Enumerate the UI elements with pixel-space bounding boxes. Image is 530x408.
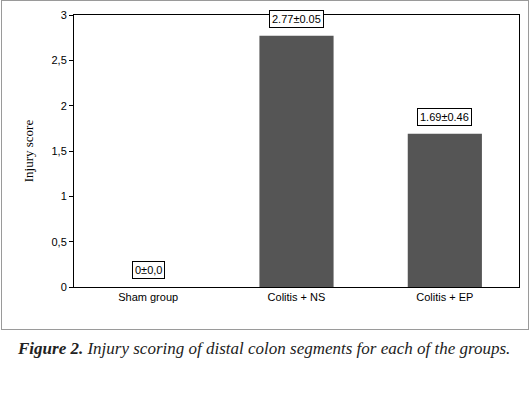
svg-text:Injury score: Injury score <box>21 120 36 183</box>
svg-text:1.69±0.46: 1.69±0.46 <box>420 111 469 123</box>
html-text:Figure 2. Injury scoring of di: Figure 2. Injury scoring of distal colon… <box>18 339 511 358</box>
svg-text:Sham group: Sham group <box>118 291 178 303</box>
svg-text:2.77±0.05: 2.77±0.05 <box>272 13 321 25</box>
svg-text:2,5: 2,5 <box>52 54 67 66</box>
svg-text:1: 1 <box>61 190 67 202</box>
svg-text:3: 3 <box>61 9 67 21</box>
svg-text:1,5: 1,5 <box>52 145 67 157</box>
svg-text:2: 2 <box>61 100 67 112</box>
svg-text:Colitis + NS: Colitis + NS <box>268 291 326 303</box>
svg-text:0,5: 0,5 <box>52 236 67 248</box>
svg-text:0: 0 <box>61 281 67 293</box>
svg-text:Colitis + EP: Colitis + EP <box>416 291 473 303</box>
svg-text:0±0,0: 0±0,0 <box>135 264 162 276</box>
